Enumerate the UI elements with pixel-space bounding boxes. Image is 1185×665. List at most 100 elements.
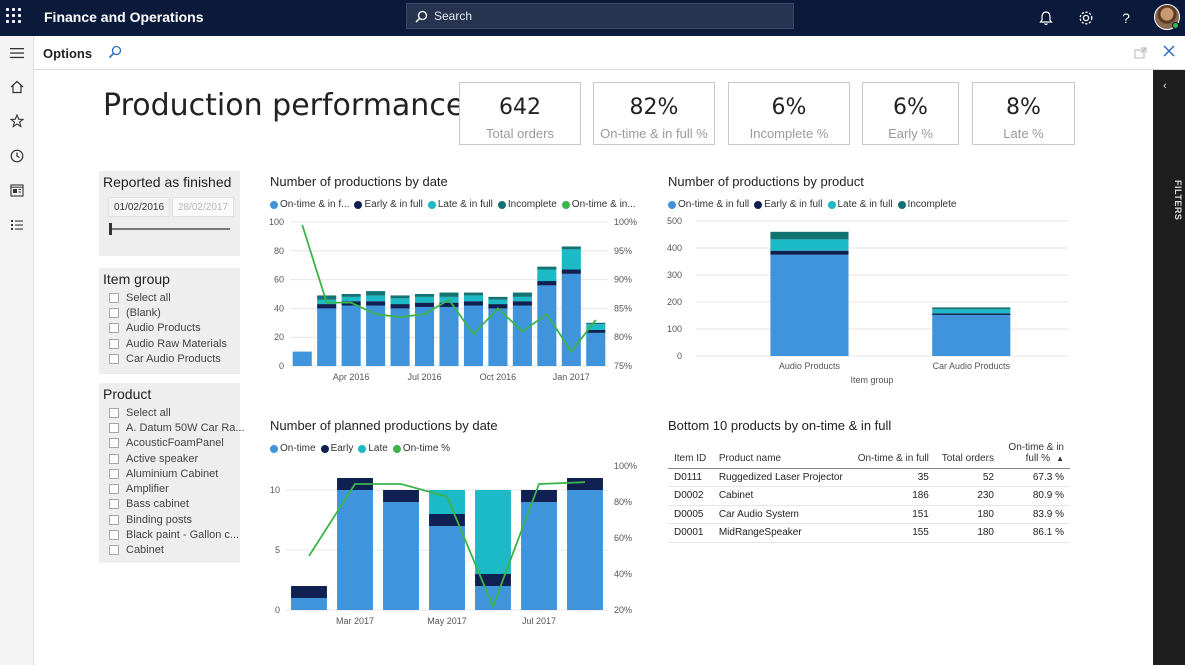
kpi-card-late: 8% Late %: [972, 82, 1075, 145]
list-item[interactable]: Select all: [109, 290, 227, 305]
list-item[interactable]: (Blank): [109, 305, 227, 320]
date-start-input[interactable]: 01/02/2016: [108, 197, 170, 217]
checkbox[interactable]: [109, 545, 119, 556]
bar-segment: [770, 239, 849, 251]
checkbox[interactable]: [109, 484, 119, 495]
bar-segment: [429, 514, 465, 526]
bar-segment: [567, 490, 603, 610]
legend-item[interactable]: Late & in full: [827, 199, 893, 210]
list-item[interactable]: Aluminium Cabinet: [109, 466, 245, 481]
close-icon[interactable]: [1162, 44, 1176, 63]
table-row[interactable]: D0002 Cabinet 186 230 80.9 %: [668, 486, 1070, 506]
checkbox[interactable]: [109, 307, 119, 318]
list-item[interactable]: A. Datum 50W Car Ra...: [109, 420, 245, 435]
table-row[interactable]: D0001 MidRangeSpeaker 155 180 86.1 %: [668, 523, 1070, 543]
popout-icon[interactable]: [1134, 46, 1147, 64]
list-item[interactable]: Cabinet: [109, 543, 245, 558]
checkbox[interactable]: [109, 438, 119, 449]
checkbox[interactable]: [109, 499, 119, 510]
list-item[interactable]: Bass cabinet: [109, 497, 245, 512]
legend-item[interactable]: On-time & in f...: [270, 199, 349, 210]
bar-segment: [512, 305, 532, 366]
waffle-icon[interactable]: [6, 8, 22, 24]
list-item[interactable]: Black paint - Gallon c...: [109, 527, 245, 542]
legend-item[interactable]: Early & in full: [754, 199, 823, 210]
gear-icon[interactable]: [1076, 8, 1096, 28]
kpi-value: 6%: [893, 95, 928, 120]
filters-pane[interactable]: ‹ FILTERS: [1153, 70, 1185, 665]
checkbox[interactable]: [109, 530, 119, 541]
checkbox[interactable]: [109, 407, 119, 418]
clock-icon[interactable]: [6, 145, 28, 167]
workspace-icon[interactable]: [6, 179, 28, 201]
chart-title: Number of productions by product: [668, 174, 864, 189]
legend-item[interactable]: Early & in full: [354, 199, 423, 210]
legend-item[interactable]: On-time: [270, 443, 316, 454]
date-range-slider[interactable]: [110, 228, 230, 230]
legend-item[interactable]: On-time & in...: [561, 199, 636, 210]
column-header-on-time[interactable]: On-time & in full: [850, 438, 935, 469]
legend-dot: [561, 200, 570, 209]
legend-item[interactable]: Late & in full: [427, 199, 493, 210]
checkbox[interactable]: [109, 422, 119, 433]
legend-item[interactable]: On-time %: [392, 443, 450, 454]
checkbox[interactable]: [109, 468, 119, 479]
list-item[interactable]: Amplifier: [109, 481, 245, 496]
checkbox[interactable]: [109, 353, 119, 364]
star-icon[interactable]: [6, 110, 28, 132]
checkbox[interactable]: [109, 453, 119, 464]
slicer-reported-as-finished: Reported as finished 01/02/2016 28/02/20…: [99, 171, 240, 256]
bar-segment: [383, 490, 419, 502]
checkbox[interactable]: [109, 292, 119, 303]
global-search-input[interactable]: Search: [406, 3, 794, 29]
home-icon[interactable]: [6, 76, 28, 98]
legend-item[interactable]: Incomplete: [897, 199, 956, 210]
checkbox[interactable]: [109, 338, 119, 349]
chevron-left-icon[interactable]: ‹: [1163, 80, 1167, 92]
checkbox[interactable]: [109, 514, 119, 525]
legend-item[interactable]: Early: [320, 443, 353, 454]
bar-segment: [932, 309, 1011, 314]
table-title: Bottom 10 products by on-time & in full: [668, 418, 892, 433]
avatar[interactable]: [1154, 4, 1180, 30]
list-item[interactable]: Active speaker: [109, 451, 245, 466]
legend-item[interactable]: Late: [358, 443, 388, 454]
table-row[interactable]: D0111 Ruggedized Laser Projector 35 52 6…: [668, 468, 1070, 487]
search-placeholder: Search: [434, 9, 473, 23]
list-item[interactable]: Select all: [109, 405, 245, 420]
column-header-total-orders[interactable]: Total orders: [934, 438, 1000, 469]
hamburger-icon[interactable]: [6, 42, 28, 64]
table-row[interactable]: D0005 Car Audio System 151 180 83.9 %: [668, 505, 1070, 524]
list-icon[interactable]: [6, 214, 28, 236]
options-tab[interactable]: Options: [43, 46, 93, 61]
kpi-value: 642: [499, 95, 541, 120]
column-header-on-time-pct[interactable]: On-time & in full % ▲: [1000, 438, 1070, 469]
y-axis-tick-label: 0: [279, 361, 284, 371]
search-icon[interactable]: [108, 45, 122, 64]
slider-handle[interactable]: [109, 223, 112, 235]
bar-segment: [463, 301, 484, 306]
date-end-input[interactable]: 28/02/2017: [172, 197, 234, 217]
column-header-item-id[interactable]: Item ID: [668, 438, 713, 469]
list-item[interactable]: Audio Products: [109, 321, 227, 336]
legend-dot: [827, 200, 836, 209]
app-title[interactable]: Finance and Operations: [44, 9, 204, 25]
list-item[interactable]: Car Audio Products: [109, 351, 227, 366]
list-item[interactable]: AcousticFoamPanel: [109, 436, 245, 451]
productions-by-product-chart: 0 100 200 300 400 500 Audio Products Car Audio …: [667, 216, 1068, 385]
column-header-product-name[interactable]: Product name: [712, 438, 851, 469]
legend-item[interactable]: Incomplete: [497, 199, 557, 210]
bell-icon[interactable]: [1036, 8, 1056, 28]
help-icon[interactable]: ?: [1122, 10, 1130, 26]
bar-segment: [390, 304, 410, 309]
checkbox[interactable]: [109, 323, 119, 334]
sort-ascending-icon[interactable]: ▲: [1056, 453, 1064, 463]
bar-segment: [317, 308, 337, 366]
legend-item[interactable]: On-time & in full: [668, 199, 749, 210]
legend-dot: [668, 200, 676, 209]
top-bar: Finance and Operations Search ?: [0, 0, 1185, 36]
list-item[interactable]: Audio Raw Materials: [109, 336, 227, 351]
chart-legend: On-time & in full Early & in full Late &…: [668, 199, 961, 210]
planned-productions-by-date-chart: 0 5 10 20% 40% 60% 80% 100% Mar 2017 May 2017 Jul …: [270, 461, 637, 626]
list-item[interactable]: Binding posts: [109, 512, 245, 527]
